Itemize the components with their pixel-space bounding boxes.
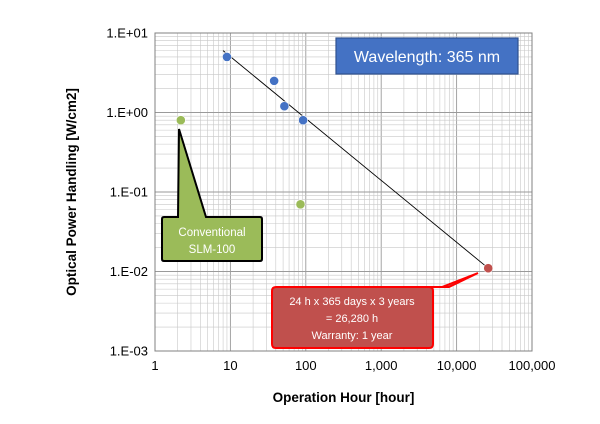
x-tick-label: 100,000 — [509, 358, 556, 373]
operation-line-2: = 26,280 h — [326, 313, 378, 325]
trendline — [222, 50, 489, 269]
x-tick-label: 1,000 — [365, 358, 398, 373]
y-tick-label: 1.E-02 — [110, 264, 148, 279]
data-point — [483, 263, 494, 274]
x-axis-ticks: 1 10 100 1,000 10,000 100,000 — [151, 358, 555, 373]
y-axis-ticks: 1.E-03 1.E-02 1.E-01 1.E+00 1.E+01 — [106, 26, 148, 359]
data-point — [222, 52, 232, 62]
data-points — [175, 52, 494, 274]
y-tick-label: 1.E-03 — [110, 344, 148, 359]
y-tick-label: 1.E+01 — [106, 26, 148, 41]
data-point — [279, 101, 290, 112]
conventional-line-1: Conventional — [178, 227, 245, 239]
conventional-callout: Conventional SLM-100 — [161, 128, 263, 262]
conventional-line-2: SLM-100 — [189, 244, 236, 256]
x-tick-label: 10,000 — [437, 358, 477, 373]
plot-area-frame — [154, 32, 533, 352]
data-point — [175, 115, 186, 126]
y-axis-title: Optical Power Handling [W/cm2] — [64, 88, 79, 296]
data-point — [269, 75, 280, 86]
y-tick-label: 1.E-01 — [110, 185, 148, 200]
data-point — [295, 199, 306, 210]
x-tick-label: 1 — [151, 358, 158, 373]
wavelength-text: Wavelength: 365 nm — [354, 49, 500, 66]
operation-line-1: 24 h x 365 days x 3 years — [289, 296, 415, 308]
wavelength-label: Wavelength: 365 nm — [335, 37, 519, 75]
data-point — [298, 115, 308, 126]
y-tick-label: 1.E+00 — [106, 105, 148, 120]
operation-callout: 24 h x 365 days x 3 years = 26,280 h War… — [271, 272, 479, 349]
x-axis-title: Operation Hour [hour] — [273, 390, 415, 405]
x-tick-label: 100 — [295, 358, 317, 373]
operation-line-3: Warranty: 1 year — [312, 330, 393, 342]
x-tick-label: 10 — [223, 358, 237, 373]
